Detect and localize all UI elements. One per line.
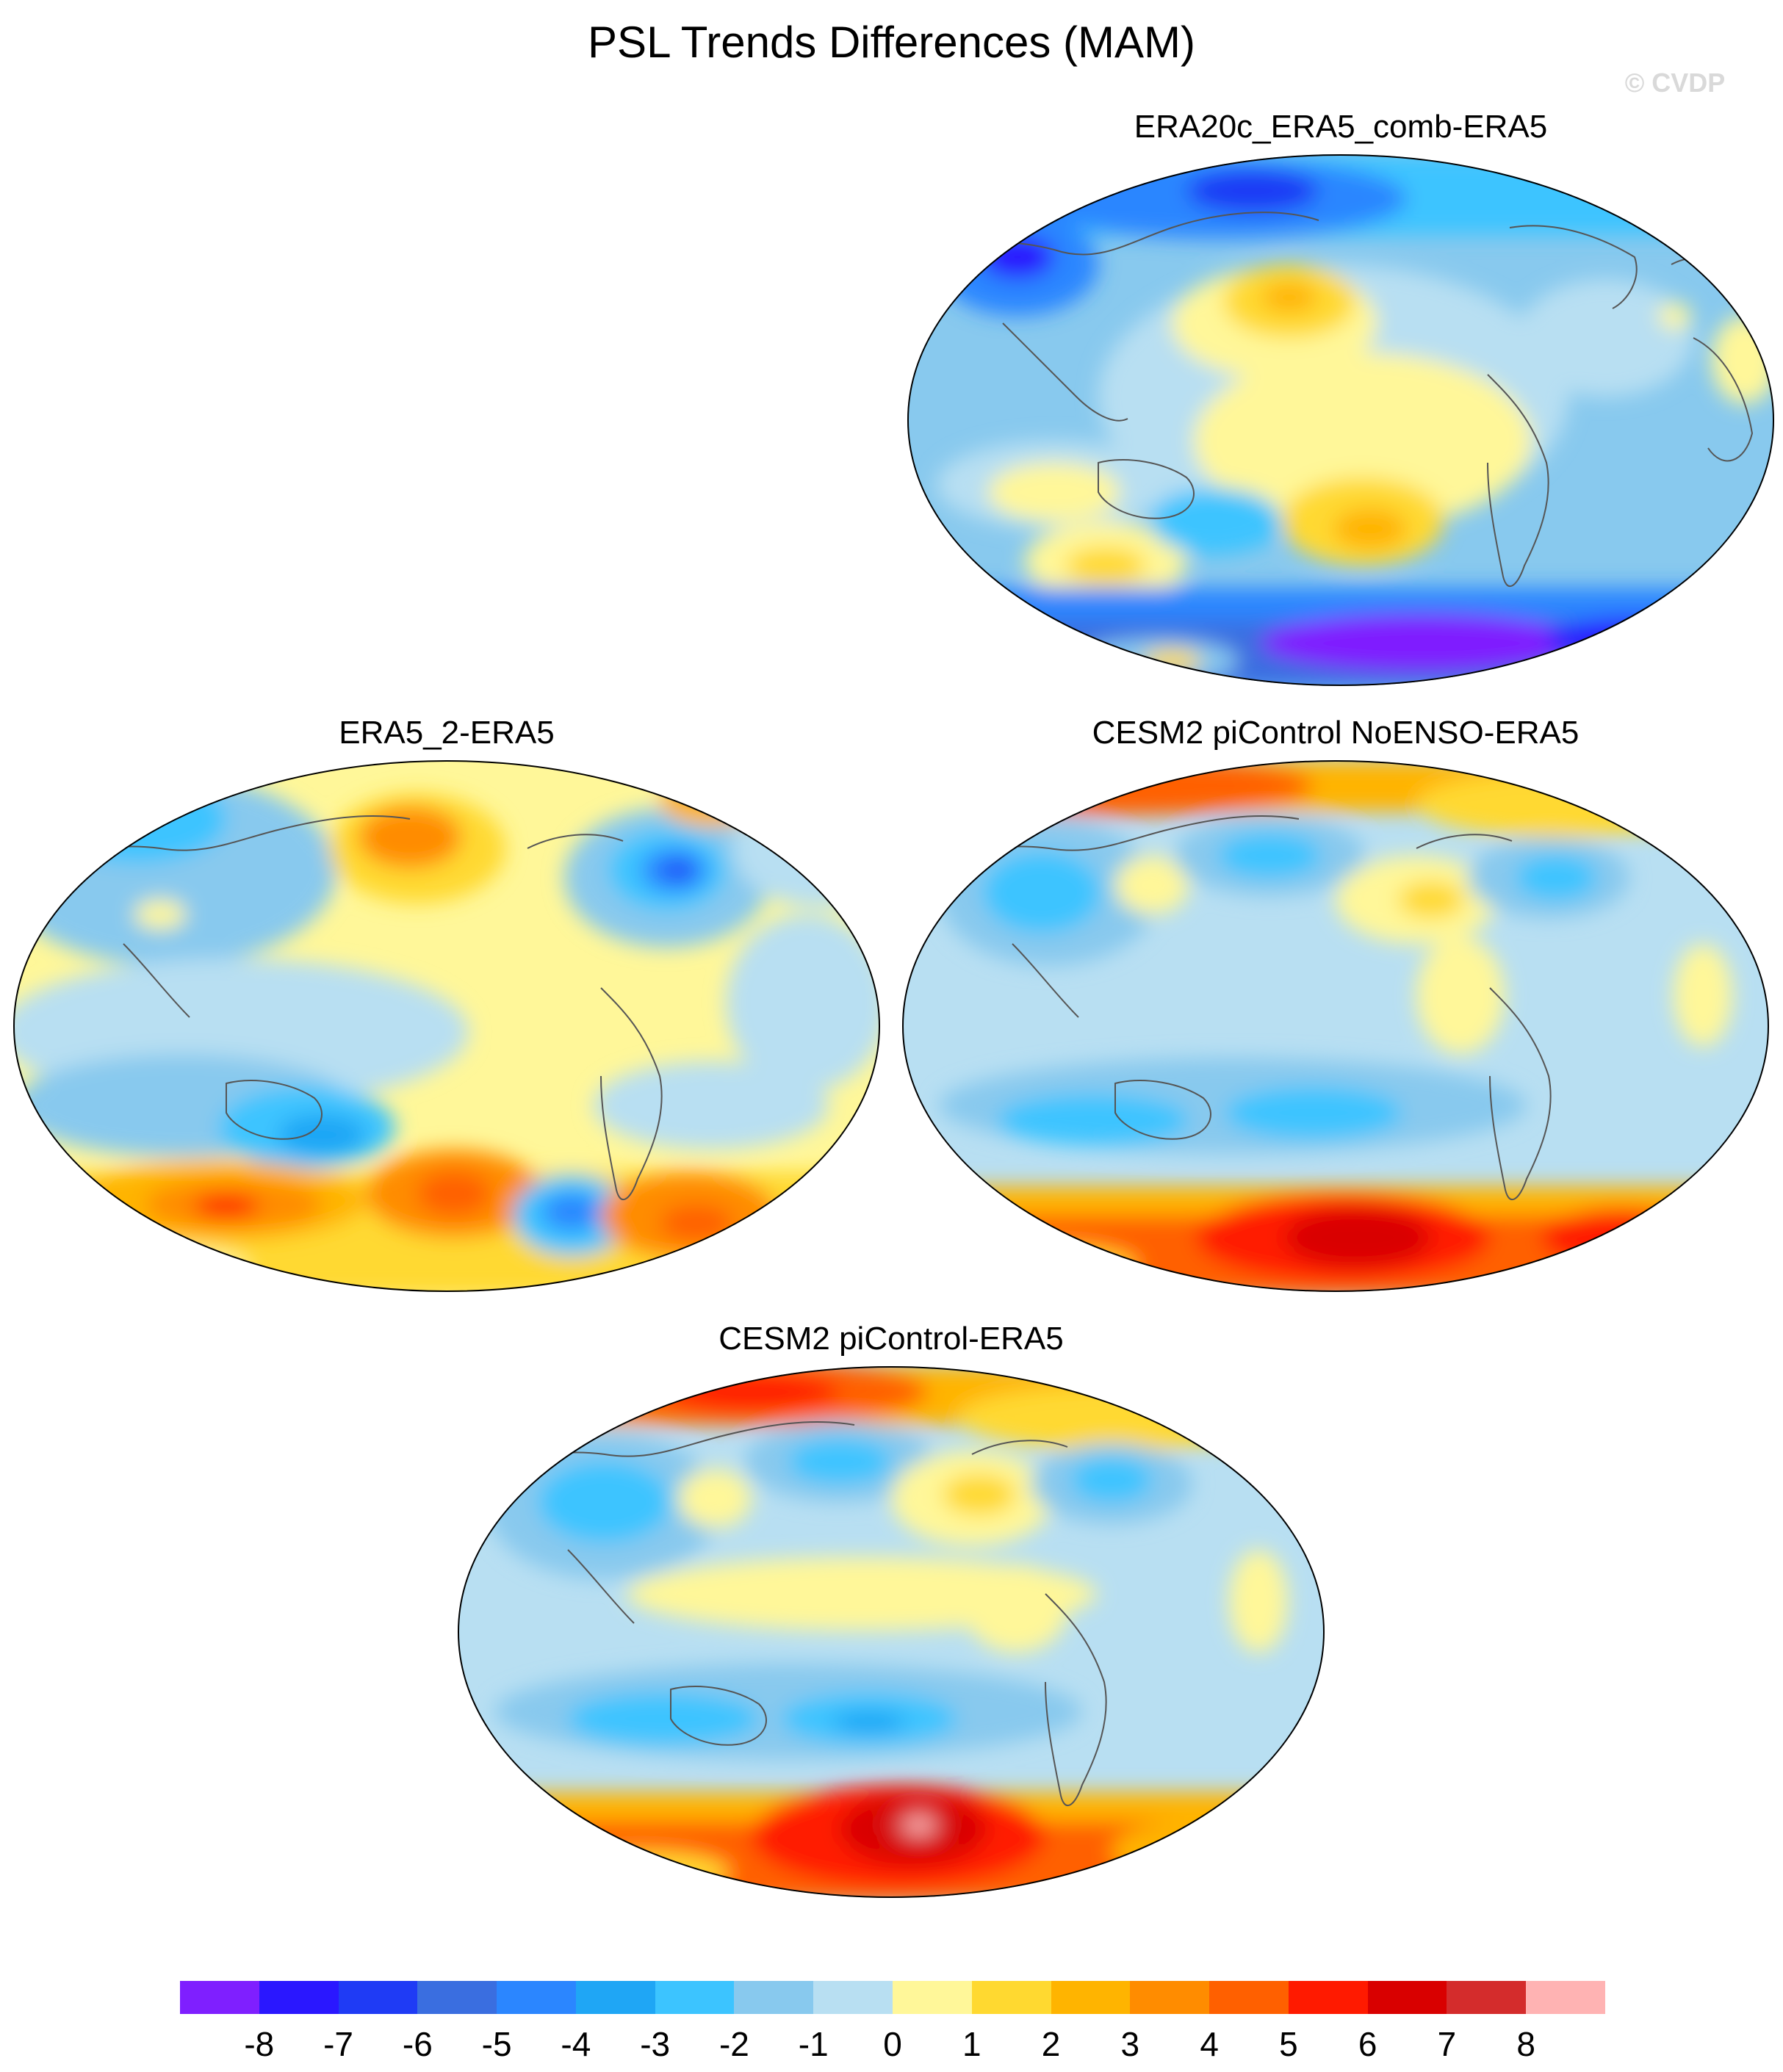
colorbar-label: -4 — [561, 2025, 591, 2063]
colorbar-box — [1367, 1981, 1447, 2014]
colorbar-box — [497, 1981, 577, 2014]
colorbar-label: 1 — [962, 2025, 981, 2063]
colorbar-box — [1051, 1981, 1131, 2014]
colorbar-box — [971, 1981, 1052, 2014]
colorbar-label: 6 — [1358, 2025, 1377, 2063]
watermark: © CVDP — [1624, 68, 1726, 98]
panel-title: ERA5_2-ERA5 — [339, 715, 555, 751]
colorbar-box — [180, 1981, 260, 2014]
colorbar-label: -5 — [481, 2025, 512, 2063]
colorbar-box — [655, 1981, 735, 2014]
colorbar-label: 3 — [1120, 2025, 1140, 2063]
colorbar-label: -8 — [244, 2025, 275, 2063]
colorbar-label: 7 — [1437, 2025, 1457, 2063]
map-cesm2 — [458, 1366, 1325, 1898]
colorbar-box — [813, 1981, 893, 2014]
colorbar-label: 5 — [1279, 2025, 1298, 2063]
colorbar-box — [1526, 1981, 1606, 2014]
colorbar-label: 0 — [883, 2025, 902, 2063]
colorbar-box — [575, 1981, 656, 2014]
panel-title: CESM2 piControl-ERA5 — [718, 1321, 1064, 1357]
colorbar-label: -7 — [323, 2025, 353, 2063]
colorbar-label: -1 — [798, 2025, 829, 2063]
map-era20c — [907, 154, 1774, 686]
colorbar-label: -3 — [640, 2025, 671, 2063]
colorbar-box — [259, 1981, 339, 2014]
colorbar-box — [338, 1981, 418, 2014]
map-panel-era20c: ERA20c_ERA5_comb-ERA5 — [907, 99, 1774, 687]
colorbar-box — [1288, 1981, 1369, 2014]
colorbar-box — [1130, 1981, 1210, 2014]
colorbar-label: 4 — [1200, 2025, 1219, 2063]
panel-title: ERA20c_ERA5_comb-ERA5 — [1134, 109, 1548, 145]
colorbar-label: -2 — [718, 2025, 749, 2063]
colorbar-box — [1209, 1981, 1289, 2014]
map-panel-era5-2: ERA5_2-ERA5 — [13, 705, 880, 1293]
colorbar-box — [1447, 1981, 1527, 2014]
colorbar-label: 2 — [1041, 2025, 1061, 2063]
map-cesm2-noenso — [902, 760, 1769, 1292]
panel-title: CESM2 piControl NoENSO-ERA5 — [1092, 715, 1580, 751]
colorbar-label: -6 — [402, 2025, 433, 2063]
colorbar — [180, 1981, 1606, 2014]
colorbar-box — [893, 1981, 973, 2014]
map-panel-cesm2: CESM2 piControl-ERA5 — [458, 1311, 1325, 1899]
map-era5-2 — [13, 760, 880, 1292]
colorbar-label: 8 — [1516, 2025, 1536, 2063]
colorbar-box — [417, 1981, 497, 2014]
map-panel-cesm2-noenso: CESM2 piControl NoENSO-ERA5 — [902, 705, 1769, 1293]
colorbar-box — [734, 1981, 814, 2014]
main-title: PSL Trends Differences (MAM) — [588, 18, 1195, 67]
